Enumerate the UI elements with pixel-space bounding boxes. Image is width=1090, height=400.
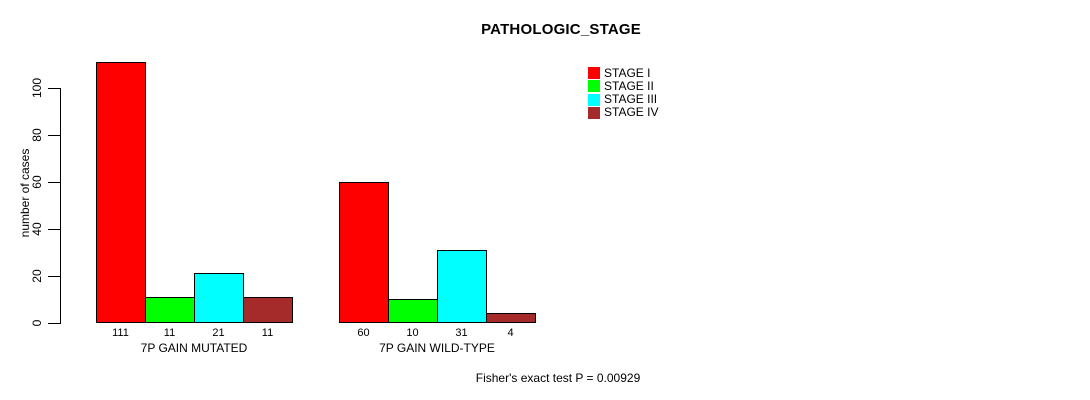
bar-stage-iii-7p-gain-wild-type: [437, 249, 487, 324]
y-axis-line: [60, 88, 61, 323]
legend-item-stage-ii: STAGE II: [588, 78, 654, 93]
bar-stage-iv-7p-gain-wild-type: [486, 313, 536, 324]
y-tick-mark: [48, 88, 61, 89]
bar-stage-ii-7p-gain-mutated: [145, 296, 195, 324]
y-tick-label: 20: [30, 268, 44, 283]
bar-value-label: 111: [112, 326, 129, 339]
legend-label: STAGE IV: [604, 105, 659, 120]
y-tick-label: 0: [30, 319, 44, 326]
y-tick-mark: [48, 228, 61, 230]
y-tick-mark: [48, 134, 61, 136]
legend-swatch-stage-ii: [588, 80, 600, 93]
x-category-label-7p-gain-mutated: 7P GAIN MUTATED: [140, 341, 248, 355]
y-tick-label: 80: [30, 128, 44, 142]
y-tick-mark: [48, 181, 61, 183]
legend-swatch-stage-i: [588, 67, 600, 79]
legend-label: STAGE III: [604, 92, 658, 107]
bar-stage-iv-7p-gain-mutated: [243, 296, 293, 324]
y-tick-label: 60: [30, 175, 44, 189]
bar-value-label: 11: [261, 326, 274, 339]
legend-swatch-stage-iii: [588, 93, 600, 106]
bar-stage-ii-7p-gain-wild-type: [388, 299, 438, 324]
legend-label: STAGE I: [604, 65, 651, 80]
bar-stage-iii-7p-gain-mutated: [194, 273, 244, 324]
x-category-label-7p-gain-wild-type: 7P GAIN WILD-TYPE: [379, 341, 495, 355]
y-tick-label: 100: [30, 77, 44, 99]
bar-value-label: 21: [212, 326, 225, 339]
bar-value-label: 11: [163, 326, 176, 339]
bar-value-label: 31: [455, 326, 468, 339]
y-tick-mark: [48, 275, 61, 277]
bar-value-label: 4: [507, 326, 514, 339]
legend-item-stage-iv: STAGE IV: [588, 106, 658, 119]
legend-item-stage-iii: STAGE III: [588, 93, 657, 106]
bar-value-label: 10: [406, 326, 419, 339]
legend-swatch-stage-iv: [588, 106, 600, 119]
chart-title: PATHOLOGIC_STAGE: [481, 21, 641, 38]
bar-stage-i-7p-gain-mutated: [96, 62, 146, 324]
legend-item-stage-i: STAGE I: [588, 65, 651, 80]
legend-label: STAGE II: [604, 78, 654, 93]
y-tick-mark: [48, 322, 61, 324]
annotation-text: Fisher's exact test P = 0.00929: [475, 371, 641, 385]
y-tick-label: 40: [30, 222, 44, 236]
bar-stage-i-7p-gain-wild-type: [339, 181, 389, 324]
bar-value-label: 60: [357, 326, 370, 339]
